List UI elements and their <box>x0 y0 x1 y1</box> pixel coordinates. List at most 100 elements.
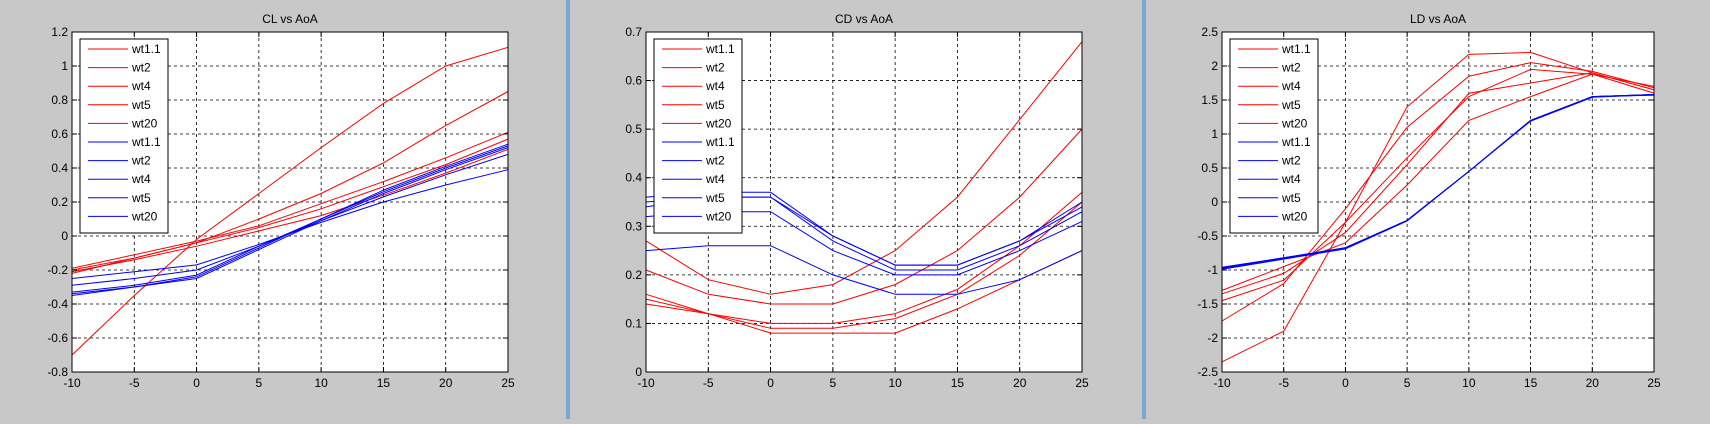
series-line-4 <box>1221 73 1655 291</box>
legend-label: wt5 <box>1281 98 1301 112</box>
series-line-3 <box>645 201 1083 329</box>
y-tick-label: -0.5 <box>1197 229 1218 243</box>
x-tick-label: 10 <box>314 376 328 390</box>
x-tick-label: -5 <box>1278 376 1289 390</box>
legend-label: wt2 <box>1281 154 1301 168</box>
series-line-3 <box>71 138 509 274</box>
y-tick-label: 0.4 <box>625 171 642 185</box>
series-line-9 <box>645 245 1083 295</box>
y-tick-label: 0.3 <box>625 219 642 233</box>
x-tick-label: 0 <box>767 376 774 390</box>
y-tick-label: 0.4 <box>51 161 68 175</box>
ld-vs-aoa-chart: -10 -5 0 5 10 15 20 25 -2.5 -2 -1.5 -1 -0.5 0 0.5 1 1.5 2… <box>1197 12 1661 390</box>
legend-label: wt2 <box>1281 61 1301 75</box>
legend-label: wt20 <box>705 209 732 223</box>
series-line-9 <box>1221 94 1655 269</box>
legend-box <box>79 38 169 234</box>
y-tick-label: -2 <box>1207 331 1218 345</box>
chart-panel-ld: -10 -5 0 5 10 15 20 25 -2.5 -2 -1.5 -1 -0.5 0 0.5 1 1.5 2… <box>1146 0 1710 419</box>
series-line-7 <box>71 145 509 293</box>
legend-label: wt2 <box>131 61 151 75</box>
y-tick-label: -0.8 <box>47 365 68 379</box>
x-tick-label: 10 <box>1462 376 1476 390</box>
legend-label: wt1.1 <box>131 42 161 56</box>
legend-label: wt1.1 <box>131 135 161 149</box>
y-tick-label: -1.5 <box>1197 297 1218 311</box>
chart-title: LD vs AoA <box>1410 12 1466 26</box>
x-tick-label: 20 <box>1013 376 1027 390</box>
y-tick-label: 0 <box>61 229 68 243</box>
y-tick-label: 1 <box>1211 127 1218 141</box>
y-tick-label: 1.2 <box>51 25 68 39</box>
legend-label: wt1.1 <box>705 42 735 56</box>
x-tick-label: 15 <box>377 376 391 390</box>
series-line-4 <box>71 148 509 273</box>
y-tick-label: 2.5 <box>1201 25 1218 39</box>
x-tick-label: 5 <box>1404 376 1411 390</box>
y-tick-label: 0.6 <box>625 74 642 88</box>
x-tick-label: 25 <box>1075 376 1089 390</box>
y-tick-label: -0.4 <box>47 297 68 311</box>
legend-label: wt4 <box>131 172 151 186</box>
y-tick-label: -0.2 <box>47 263 68 277</box>
legend-label: wt20 <box>131 209 158 223</box>
legend-label: wt4 <box>131 79 151 93</box>
x-tick-label: 20 <box>439 376 453 390</box>
series-line-2 <box>645 191 1083 324</box>
y-tick-label: 0.5 <box>625 122 642 136</box>
series-line-2 <box>71 131 509 269</box>
legend-label: wt4 <box>705 172 725 186</box>
y-tick-label: 0.5 <box>1201 161 1218 175</box>
legend-label: wt5 <box>1281 191 1301 205</box>
legend-label: wt20 <box>1281 116 1308 130</box>
legend-label: wt4 <box>705 79 725 93</box>
x-tick-label: 0 <box>193 376 200 390</box>
axes-box <box>645 31 1083 373</box>
y-tick-label: 1.5 <box>1201 93 1218 107</box>
x-tick-label: 0 <box>1342 376 1349 390</box>
legend-label: wt2 <box>131 154 151 168</box>
legend-label: wt20 <box>1281 209 1308 223</box>
x-tick-label: 5 <box>830 376 837 390</box>
y-tick-label: -2.5 <box>1197 365 1218 379</box>
legend-box <box>1229 38 1319 234</box>
y-tick-label: 0.1 <box>625 316 642 330</box>
x-tick-label: -10 <box>63 376 81 390</box>
series-line-0 <box>645 41 1083 295</box>
panel-separator <box>566 0 570 419</box>
legend-label: wt20 <box>131 116 158 130</box>
legend-label: wt1.1 <box>1281 135 1311 149</box>
chart-panel-cd: -10 -5 0 5 10 15 20 25 0 0.1 0.2 0.3 0.4 0.5 0.6 0.7 CD … <box>570 0 1142 419</box>
legend-label: wt5 <box>131 98 151 112</box>
legend-label: wt1.1 <box>705 135 735 149</box>
x-tick-label: 20 <box>1586 376 1600 390</box>
x-tick-label: -10 <box>1213 376 1231 390</box>
legend-label: wt4 <box>1281 172 1301 186</box>
legend-label: wt1.1 <box>1281 42 1311 56</box>
y-tick-label: 1 <box>61 59 68 73</box>
legend-box <box>653 38 743 234</box>
x-tick-label: 15 <box>951 376 965 390</box>
cl-vs-aoa-chart: -10 -5 0 5 10 15 20 25 -0.8 -0.6 -0.4 -0.2 0 0.2 0.4 0.… <box>47 12 515 390</box>
series-line-9 <box>71 169 509 279</box>
y-tick-label: 0.6 <box>51 127 68 141</box>
y-tick-label: 0.8 <box>51 93 68 107</box>
legend-label: wt20 <box>705 116 732 130</box>
x-tick-label: -10 <box>637 376 655 390</box>
panel-separator <box>1142 0 1146 419</box>
series-line-3 <box>1221 72 1655 295</box>
y-tick-label: -1 <box>1207 263 1218 277</box>
y-tick-label: -0.6 <box>47 331 68 345</box>
y-tick-label: 0.2 <box>625 268 642 282</box>
legend-label: wt2 <box>705 61 725 75</box>
y-tick-label: 0 <box>1211 195 1218 209</box>
chart-title: CL vs AoA <box>262 12 318 26</box>
x-tick-label: 5 <box>256 376 263 390</box>
legend-label: wt5 <box>705 191 725 205</box>
x-tick-label: 25 <box>501 376 515 390</box>
x-tick-label: -5 <box>129 376 140 390</box>
y-tick-label: 2 <box>1211 59 1218 73</box>
y-tick-label: 0.2 <box>51 195 68 209</box>
series-line-2 <box>1221 68 1655 302</box>
